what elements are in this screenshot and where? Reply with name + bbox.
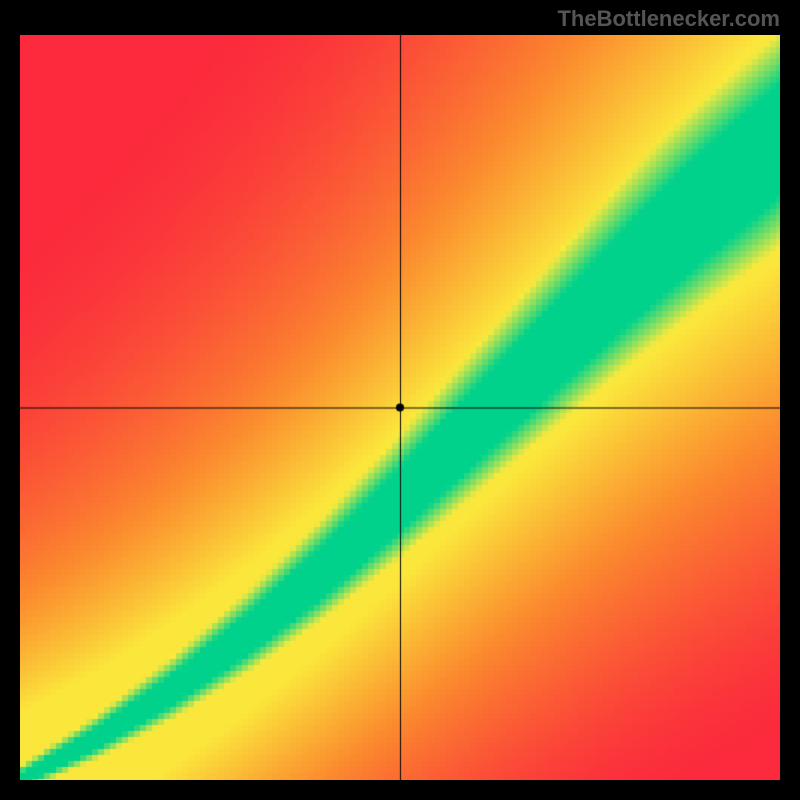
heatmap-canvas bbox=[20, 35, 780, 780]
watermark-text: TheBottlenecker.com bbox=[557, 6, 780, 32]
chart-frame: TheBottlenecker.com bbox=[0, 0, 800, 800]
plot-area bbox=[20, 35, 780, 780]
